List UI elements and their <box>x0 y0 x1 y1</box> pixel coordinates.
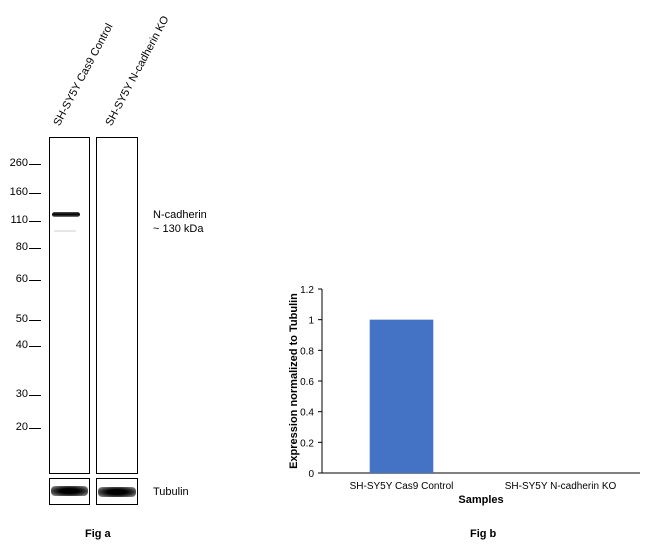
x-tick-label: SH-SY5Y Cas9 Control <box>350 481 454 492</box>
n-cadherin-band <box>52 212 80 217</box>
mw-label-110: 110 <box>10 214 28 226</box>
bar <box>369 319 434 473</box>
tubulin-lane-control <box>49 478 90 505</box>
mw-tick <box>29 395 41 396</box>
blot-lane-control <box>49 137 90 474</box>
mw-label-30: 30 <box>15 388 28 400</box>
y-tick-label: 0.8 <box>300 346 314 357</box>
y-tick-label: 0.4 <box>300 408 314 419</box>
faint-band <box>54 230 76 232</box>
target-label: N-cadherin ~ 130 kDa <box>153 208 207 236</box>
y-tick-label: 0.2 <box>300 438 314 449</box>
mw-tick <box>29 248 41 249</box>
y-tick-label: 0 <box>308 469 314 480</box>
x-tick-label: SH-SY5Y N-cadherin KO <box>505 481 617 492</box>
y-tick-label: 0.6 <box>300 377 314 388</box>
mw-tick <box>29 346 41 347</box>
mw-label-80: 80 <box>15 241 28 253</box>
mw-label-40: 40 <box>15 339 28 351</box>
mw-label-20: 20 <box>15 421 28 433</box>
tubulin-lane-ko <box>96 478 138 505</box>
mw-tick <box>29 280 41 281</box>
x-axis: SH-SY5Y Cas9 Control SH-SY5Y N-cadherin K… <box>322 472 640 492</box>
mw-label-160: 160 <box>9 186 28 198</box>
loading-control-label: Tubulin <box>153 486 189 498</box>
y-tick-label: 1 <box>308 316 314 327</box>
y-axis: 0 0.2 0.4 0.6 0.8 1 1.2 <box>300 285 323 480</box>
mw-tick <box>29 164 41 165</box>
y-tick-label: 1.2 <box>300 285 314 296</box>
bars <box>369 319 434 473</box>
mw-tick <box>29 193 41 194</box>
fig-b-caption: Fig b <box>470 528 497 540</box>
lane-label-control: SH-SY5Y Cas9 Control <box>51 21 116 129</box>
blot-lane-ko <box>96 137 138 474</box>
mw-label-50: 50 <box>15 313 28 325</box>
x-axis-label: Samples <box>458 494 503 506</box>
target-size: ~ 130 kDa <box>153 223 204 235</box>
y-axis-label: Expression normalized to Tubulin <box>288 293 300 469</box>
mw-tick <box>29 428 41 429</box>
mw-tick <box>29 320 41 321</box>
mw-label-60: 60 <box>15 273 28 285</box>
fig-a-caption: Fig a <box>85 528 111 540</box>
tubulin-band <box>98 487 136 497</box>
mw-tick <box>29 221 41 222</box>
tubulin-band <box>51 486 88 496</box>
mw-label-260: 260 <box>9 157 28 169</box>
target-name: N-cadherin <box>153 209 207 221</box>
lane-label-ko: SH-SY5Y N-cadherin KO <box>103 14 172 128</box>
